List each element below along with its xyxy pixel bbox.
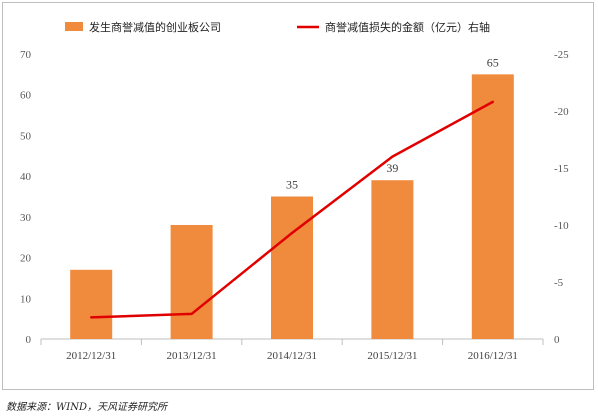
left-axis-tick-label: 40 <box>20 171 32 183</box>
line-point <box>190 312 193 316</box>
x-axis-category-label: 2014/12/31 <box>267 350 317 362</box>
left-axis-tick-label: 0 <box>26 334 32 346</box>
left-axis-tick-label: 50 <box>20 130 32 142</box>
bar-line-chart: 发生商誉减值的创业板公司 商誉减值损失的金额（亿元）右轴 0 10 20 30 40 50 60… <box>20 20 569 362</box>
bar-data-label: 39 <box>386 161 398 175</box>
line-point <box>290 231 294 235</box>
bar <box>170 225 213 339</box>
source-note: 数据来源：WIND，天风证券研究所 <box>6 402 167 413</box>
x-axis-category-label: 2013/12/31 <box>167 350 217 362</box>
left-axis-tick-label: 60 <box>20 90 32 102</box>
x-axis-category-label: 2016/12/31 <box>468 350 518 362</box>
line-point <box>491 100 494 104</box>
bar <box>471 74 514 339</box>
left-axis-tick-label: 30 <box>20 212 32 224</box>
legend-label-bar: 发生商誉减值的创业板公司 <box>89 20 221 34</box>
bar <box>271 196 313 339</box>
x-axis-category-label: 2015/12/31 <box>367 350 417 362</box>
chart-frame: 发生商誉减值的创业板公司 商誉减值损失的金额（亿元）右轴 0 10 20 30 40 50 60… <box>2 2 594 390</box>
right-axis-tick-label: -25 <box>554 49 569 61</box>
right-axis-tick-label: -20 <box>554 106 569 118</box>
left-axis-tick-label: 10 <box>20 293 32 305</box>
legend-swatch-bar <box>65 22 83 31</box>
legend-label-line: 商誉减值损失的金额（亿元）右轴 <box>325 20 490 34</box>
bar-data-label: 35 <box>286 178 298 192</box>
bar-data-label: 65 <box>487 55 499 69</box>
right-axis-tick-label: -15 <box>554 163 569 175</box>
line-point <box>391 155 394 158</box>
line-point <box>90 316 93 319</box>
left-axis-tick-label: 20 <box>20 253 32 265</box>
bar <box>371 180 414 339</box>
right-axis-tick-label: 0 <box>554 334 560 346</box>
x-axis-category-label: 2012/12/31 <box>66 350 116 362</box>
right-axis-tick-label: -5 <box>554 277 564 289</box>
right-axis-tick-label: -10 <box>554 220 569 232</box>
left-axis-tick-label: 70 <box>20 49 32 61</box>
bar <box>70 269 113 339</box>
